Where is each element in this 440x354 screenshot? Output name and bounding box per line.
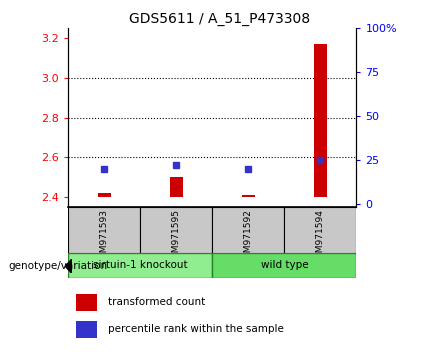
Text: sirtuin-1 knockout: sirtuin-1 knockout xyxy=(93,261,187,270)
Bar xyxy=(76,321,97,338)
Bar xyxy=(68,253,213,278)
Bar xyxy=(68,207,140,253)
Polygon shape xyxy=(65,259,72,273)
Text: GSM971594: GSM971594 xyxy=(316,210,325,264)
Text: genotype/variation: genotype/variation xyxy=(9,261,108,271)
Text: GSM971592: GSM971592 xyxy=(244,210,253,264)
Bar xyxy=(242,195,255,197)
Text: wild type: wild type xyxy=(260,261,308,270)
Bar xyxy=(284,207,356,253)
Text: GSM971593: GSM971593 xyxy=(100,210,109,264)
Bar xyxy=(213,207,284,253)
Text: GDS5611 / A_51_P473308: GDS5611 / A_51_P473308 xyxy=(129,12,311,27)
Text: transformed count: transformed count xyxy=(108,297,205,307)
Text: percentile rank within the sample: percentile rank within the sample xyxy=(108,325,284,335)
Bar xyxy=(213,253,356,278)
Bar xyxy=(140,207,213,253)
Bar xyxy=(98,193,111,197)
Bar xyxy=(170,177,183,197)
Bar xyxy=(76,294,97,311)
Bar xyxy=(314,44,327,197)
Text: GSM971595: GSM971595 xyxy=(172,210,181,264)
